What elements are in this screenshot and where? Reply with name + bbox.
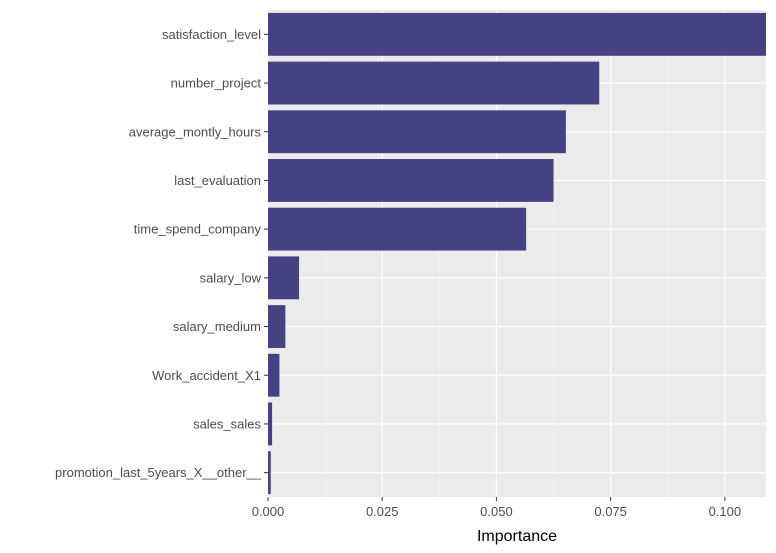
y-tick-label: promotion_last_5years_X__other__	[55, 465, 262, 480]
bar	[268, 12, 766, 56]
x-tick-label: 0.075	[594, 504, 627, 519]
x-tick-label: 0.100	[709, 504, 742, 519]
bar	[268, 159, 554, 202]
y-tick-label: time_spend_company	[134, 222, 262, 237]
y-tick-label: salary_low	[200, 270, 262, 285]
y-tick-label: satisfaction_level	[162, 27, 261, 42]
y-axis: satisfaction_level number_project average_…	[55, 27, 268, 480]
bar	[268, 353, 280, 397]
y-tick-label: number_project	[171, 76, 262, 91]
y-tick-label: average_montly_hours	[129, 124, 262, 139]
bar	[268, 305, 286, 348]
y-tick-label: last_evaluation	[174, 173, 261, 188]
y-tick-label: salary_medium	[173, 319, 261, 334]
y-tick-label: Work_accident_X1	[152, 368, 261, 383]
x-axis-title: Importance	[477, 528, 557, 545]
bar	[268, 110, 566, 154]
x-axis: 0.000 0.025 0.050 0.075 0.100	[252, 497, 741, 519]
bar	[268, 402, 273, 446]
x-tick-label: 0.000	[252, 504, 285, 519]
x-tick-label: 0.025	[366, 504, 399, 519]
x-tick-label: 0.050	[480, 504, 513, 519]
y-tick-label: sales_sales	[193, 416, 261, 431]
bar	[268, 451, 271, 495]
bar	[268, 207, 527, 251]
bar	[268, 61, 600, 105]
bar	[268, 256, 300, 300]
bars	[268, 12, 766, 495]
